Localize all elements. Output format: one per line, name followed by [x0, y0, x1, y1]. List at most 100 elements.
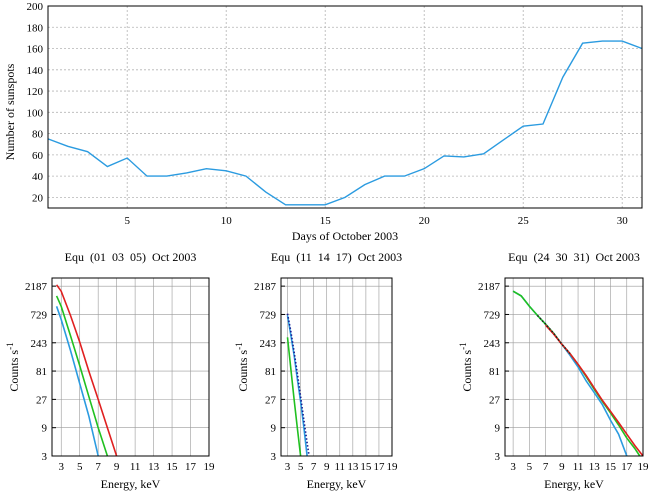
panel-1-y-label-text: Counts s	[7, 350, 21, 392]
x-tick-label: 20	[419, 215, 431, 227]
spectrum-series-2	[286, 315, 308, 457]
y-tick-label: 40	[32, 171, 44, 183]
x-tick-label: 15	[605, 461, 617, 473]
sunspot-ticks: 20 40 60 80 100 120 140 160 180 200 5 10 15 20 25 30	[27, 1, 629, 227]
panel-2-y-label-text: Counts s	[236, 350, 250, 392]
y-tick-label: 27	[36, 394, 48, 406]
y-tick-label: 2187	[478, 281, 501, 293]
spectrum-series-1	[286, 337, 302, 457]
x-tick-label: 9	[324, 461, 330, 473]
x-tick-label: 15	[360, 461, 372, 473]
x-tick-label: 7	[543, 461, 549, 473]
y-tick-label: 80	[32, 129, 44, 141]
spectrum-series-3	[545, 324, 644, 457]
x-tick-label: 17	[373, 461, 385, 473]
y-tick-label: 2187	[25, 281, 48, 293]
spectrum-series-3	[55, 306, 99, 457]
x-tick-label: 7	[311, 461, 317, 473]
sunspot-line	[47, 40, 643, 206]
panel-1-series	[55, 284, 118, 457]
panel-2-y-label: Counts s-1	[234, 342, 250, 391]
y-tick-label: 9	[495, 423, 501, 435]
x-tick-label: 17	[621, 461, 633, 473]
spectrum-series-4	[536, 314, 571, 355]
spectrum-series-3	[286, 313, 310, 457]
x-tick-label: 19	[204, 461, 216, 473]
x-tick-label: 3	[58, 461, 64, 473]
y-tick-label: 140	[27, 65, 44, 77]
panel-3-grid	[505, 278, 644, 457]
x-tick-label: 19	[638, 461, 650, 473]
x-tick-label: 19	[387, 461, 399, 473]
x-tick-label: 5	[298, 461, 304, 473]
panel-2-x-label: Energy, keV	[307, 477, 367, 491]
x-tick-label: 11	[130, 461, 141, 473]
sunspot-x-label: Days of October 2003	[292, 229, 398, 243]
panel-2-frame	[280, 277, 393, 457]
panel-1-y-label-sup: -1	[5, 342, 15, 350]
panel-1-frame	[51, 277, 210, 457]
spectrum-series-1	[55, 284, 118, 457]
x-tick-label: 13	[347, 461, 359, 473]
sunspot-frame	[47, 5, 643, 209]
x-tick-label: 17	[185, 461, 197, 473]
spectrum-panel-1: 3 9 27 81 243 729 2187 3 5 7 9 11 13 15 17 19 Equ (01 0…	[5, 250, 215, 491]
y-tick-label: 81	[36, 366, 47, 378]
x-tick-label: 7	[95, 461, 101, 473]
panel-2-title: Equ (11 14 17) Oct 2003	[271, 250, 402, 264]
spectrum-series-1	[512, 290, 628, 457]
y-tick-label: 27	[489, 394, 501, 406]
y-tick-label: 2187	[254, 281, 277, 293]
panel-2-series	[286, 313, 310, 457]
y-tick-label: 729	[31, 309, 48, 321]
y-tick-label: 243	[484, 338, 501, 350]
x-tick-label: 13	[148, 461, 160, 473]
panel-1-ticks: 3 9 27 81 243 729 2187 3 5 7 9 11 13 15 17 19	[25, 281, 215, 473]
spectrum-series-2	[512, 290, 641, 457]
spectrum-series-2	[55, 295, 109, 457]
y-tick-label: 3	[271, 451, 277, 463]
x-tick-label: 3	[285, 461, 291, 473]
panel-3-series	[512, 290, 644, 457]
x-tick-label: 3	[510, 461, 516, 473]
x-tick-label: 25	[518, 215, 530, 227]
y-tick-label: 9	[271, 423, 277, 435]
x-tick-label: 5	[124, 215, 130, 227]
panel-1-x-label: Energy, keV	[101, 477, 161, 491]
panel-3-y-label-sup: -1	[458, 342, 468, 350]
x-tick-label: 15	[320, 215, 332, 227]
panel-3-frame	[504, 277, 644, 457]
y-tick-label: 729	[260, 309, 277, 321]
x-tick-label: 10	[221, 215, 233, 227]
panel-3-title: Equ (24 30 31) Oct 2003	[508, 250, 640, 264]
panel-2-y-label-sup: -1	[234, 342, 244, 350]
y-tick-label: 9	[42, 423, 48, 435]
y-tick-label: 120	[27, 86, 44, 98]
y-tick-label: 27	[265, 394, 277, 406]
x-tick-label: 30	[617, 215, 629, 227]
x-tick-label: 15	[167, 461, 179, 473]
y-tick-label: 60	[32, 150, 44, 162]
x-tick-label: 11	[573, 461, 584, 473]
sunspot-y-label: Number of sunspots	[3, 63, 17, 160]
sunspot-series	[47, 40, 643, 206]
x-tick-label: 13	[589, 461, 601, 473]
x-tick-label: 5	[77, 461, 83, 473]
y-tick-label: 20	[32, 192, 44, 204]
x-tick-label: 5	[527, 461, 533, 473]
panel-3-y-label-text: Counts s	[460, 350, 474, 392]
x-tick-label: 9	[559, 461, 565, 473]
y-tick-label: 729	[484, 309, 501, 321]
sunspot-chart: 20 40 60 80 100 120 140 160 180 200 5 10 15 20 25 30 Da…	[3, 1, 643, 243]
sunspot-grid	[48, 5, 642, 208]
x-tick-label: 11	[334, 461, 345, 473]
y-tick-label: 100	[27, 107, 44, 119]
panel-3-x-label: Energy, keV	[544, 477, 604, 491]
y-tick-label: 243	[31, 338, 48, 350]
y-tick-label: 81	[489, 366, 500, 378]
y-tick-label: 180	[27, 22, 44, 34]
